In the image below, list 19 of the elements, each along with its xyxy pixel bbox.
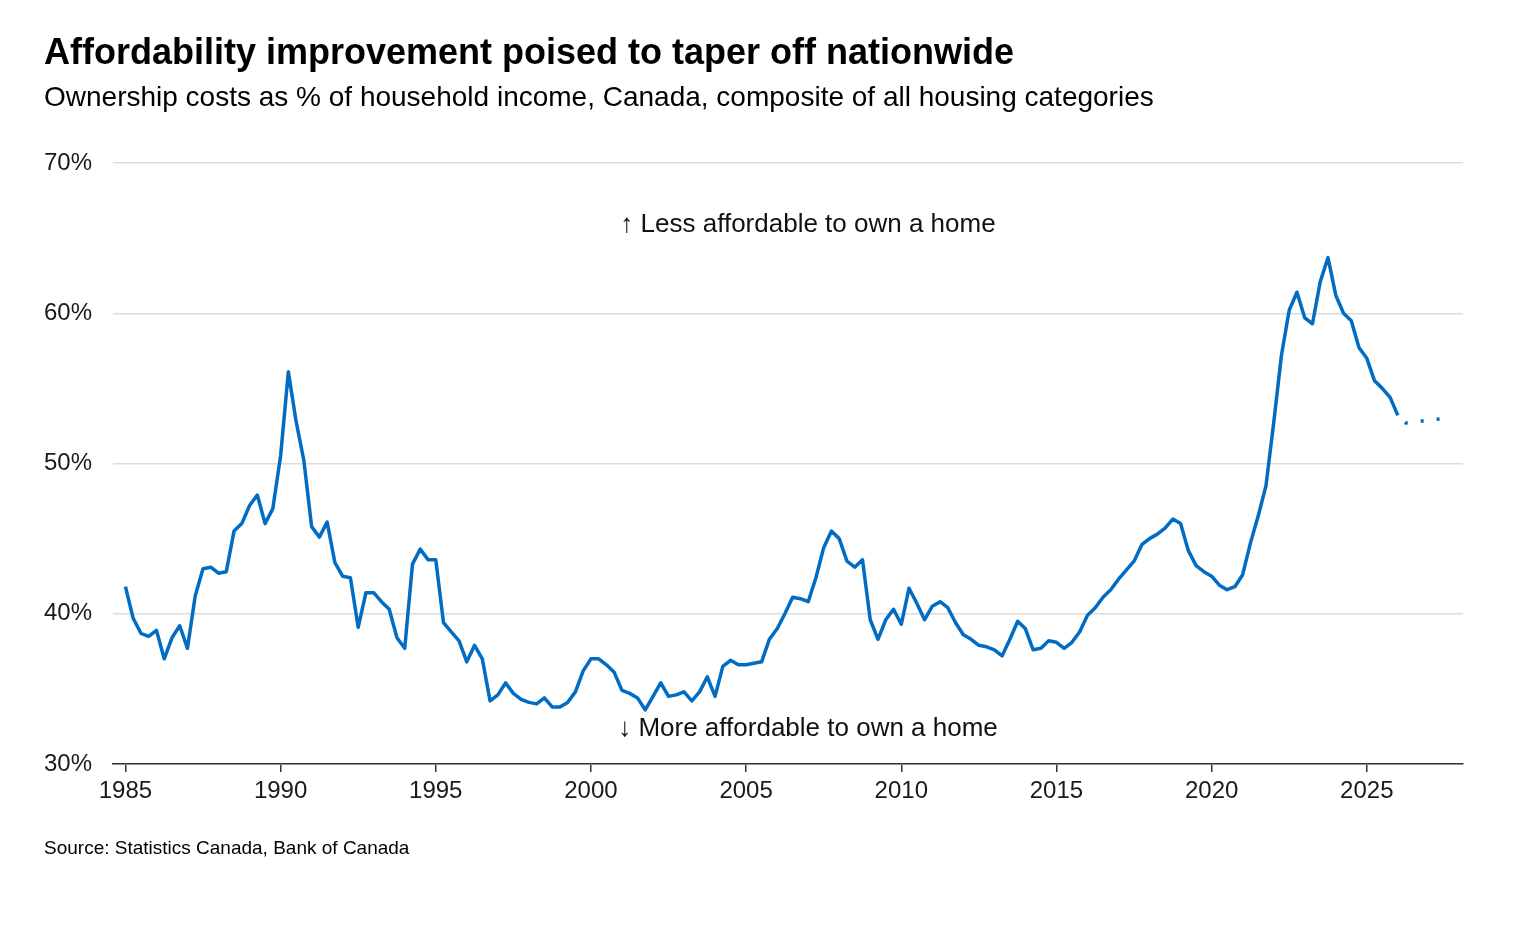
x-tick-label: 1985 (98, 776, 153, 804)
x-tick-label: 2015 (1029, 776, 1084, 804)
source-note: Source: Statistics Canada, Bank of Canada (44, 837, 410, 860)
x-tick-label: 2020 (1184, 776, 1239, 804)
x-tick-label: 2025 (1340, 776, 1394, 804)
y-tick-label: 30% (44, 748, 93, 776)
y-tick-label: 50% (44, 448, 93, 476)
annotation: ↑ Less affordable to own a home (620, 208, 996, 239)
chart-subtitle: Ownership costs as % of household income, Canada, composite of all housing categories (44, 80, 1154, 114)
y-tick-label: 60% (44, 297, 93, 325)
x-tick-label: 2010 (874, 776, 928, 804)
x-tick-label: 2000 (564, 776, 618, 804)
x-tick-label: 2005 (719, 776, 773, 804)
x-tick-label: 1990 (253, 776, 308, 804)
chart-title: Affordability improvement poised to taper off nationwide (44, 30, 1015, 74)
y-tick-label: 40% (44, 598, 93, 626)
x-tick-label: 1995 (409, 776, 463, 804)
y-tick-label: 70% (44, 147, 93, 175)
annotation: ↓ More affordable to own a home (618, 712, 998, 743)
